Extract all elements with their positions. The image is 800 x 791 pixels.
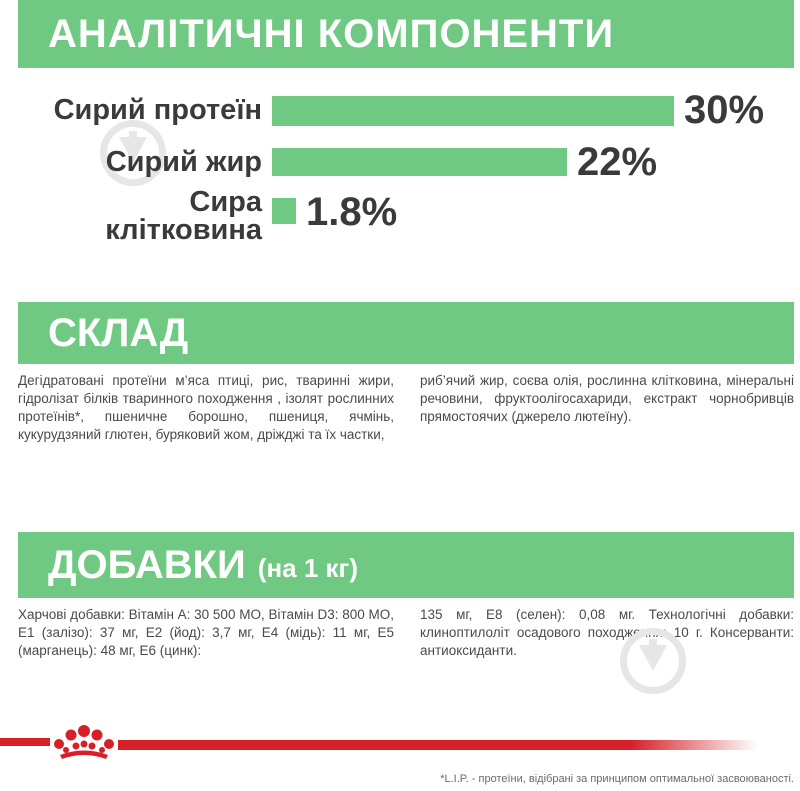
nutrient-label: Сирий жир	[105, 146, 262, 178]
nutrient-value: 30%	[684, 88, 765, 132]
watermark-icon	[100, 120, 166, 186]
nutrient-value: 22%	[577, 140, 658, 184]
additives-text-left: Харчові добавки: Вітамін A: 30 500 МО, В…	[18, 607, 395, 658]
footnote: *L.I.P. - протеїни, відібрані за принцип…	[440, 773, 794, 785]
additives-text-right: 135 мг, E8 (селен): 0,08 мг. Технологічн…	[420, 607, 794, 658]
analytic-title: АНАЛІТИЧНІ КОМПОНЕНТИ	[48, 11, 615, 56]
nutrient-bar	[272, 148, 567, 176]
composition-text-left: Дегідратовані протеїни м’яса птиці, рис,…	[18, 373, 394, 442]
nutrient-label: Сира клітковина	[2, 186, 262, 246]
nutrient-bar	[272, 96, 674, 126]
nutrient-row-fiber: Сира клітковина 1.8%	[0, 186, 800, 246]
brand-line-right	[118, 740, 758, 750]
analytic-title-banner: АНАЛІТИЧНІ КОМПОНЕНТИ	[18, 0, 794, 68]
nutrient-label-line1: Сира	[189, 186, 262, 218]
watermark-icon	[620, 628, 686, 694]
nutrient-bar	[272, 198, 296, 224]
royal-canin-crown-icon	[54, 725, 114, 759]
nutrient-row-protein: Сирий протеїн 30%	[0, 88, 800, 138]
additives-subtitle: (на 1 кг)	[257, 552, 359, 583]
composition-title: СКЛАД	[48, 310, 189, 355]
nutrient-value: 1.8%	[306, 190, 398, 234]
composition-title-banner: СКЛАД	[18, 302, 794, 364]
brand-line-left	[0, 738, 50, 746]
composition-text-right: риб’ячий жир, соєва олія, рослинна клітк…	[420, 373, 794, 424]
additives-title-banner: ДОБАВКИ (на 1 кг)	[18, 532, 794, 598]
additives-title: ДОБАВКИ	[48, 542, 246, 587]
nutrient-row-fat: Сирий жир 22%	[0, 140, 800, 190]
nutrient-label: Сирий протеїн	[53, 94, 262, 126]
nutrient-label-line2: клітковина	[105, 214, 262, 246]
